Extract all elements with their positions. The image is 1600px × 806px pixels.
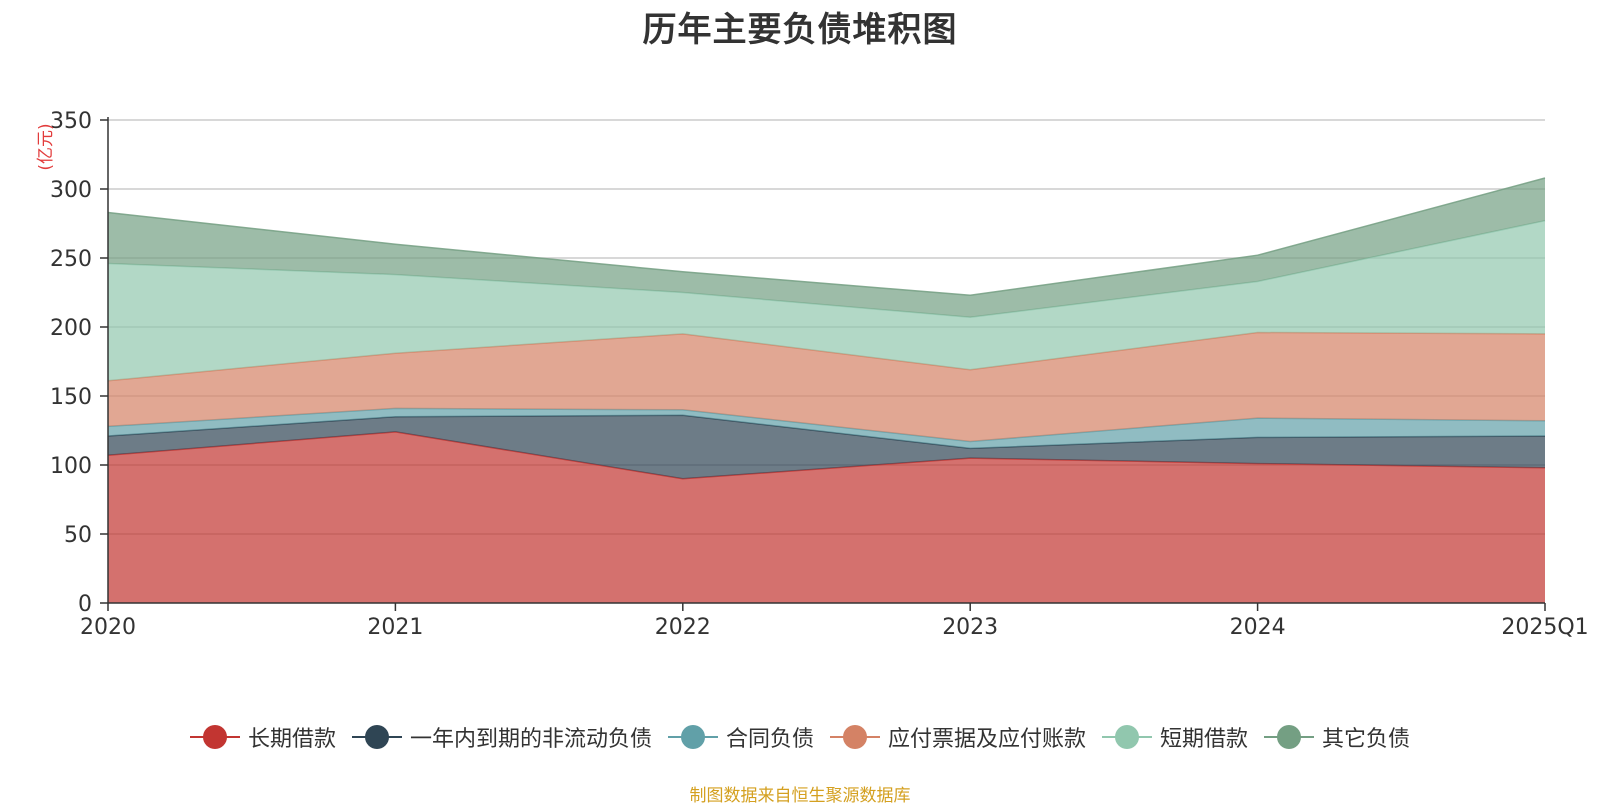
area-series-2 bbox=[108, 408, 1545, 449]
x-tick-label: 2022 bbox=[655, 615, 711, 640]
area-series-1 bbox=[108, 415, 1545, 479]
legend-item-5[interactable]: 其它负债 bbox=[1264, 721, 1410, 753]
y-tick-label: 0 bbox=[78, 592, 92, 617]
area-series-line-5 bbox=[107, 177, 1546, 297]
legend-label: 应付票据及应付账款 bbox=[888, 727, 1087, 752]
legend-item-4[interactable]: 短期借款 bbox=[1102, 721, 1248, 753]
y-axis-unit-label: (亿元) bbox=[36, 123, 56, 170]
y-tick-label: 150 bbox=[50, 385, 92, 410]
legend-swatch-icon bbox=[351, 724, 402, 750]
x-tick-label: 2020 bbox=[80, 615, 136, 640]
legend-swatch-icon bbox=[1264, 724, 1315, 750]
source-note: 制图数据来自恒生聚源数据库 bbox=[689, 786, 911, 806]
legend-dot bbox=[1277, 725, 1302, 749]
legend-item-2[interactable]: 合同负债 bbox=[667, 721, 814, 753]
y-tick-label: 50 bbox=[64, 523, 92, 548]
y-tick-label: 250 bbox=[50, 247, 92, 272]
y-tick-label: 200 bbox=[50, 316, 92, 341]
y-axis-ticks: 0 50 100 150 200 250 300 350 bbox=[50, 109, 108, 617]
x-tick-label: 2025Q1 bbox=[1501, 615, 1588, 640]
legend-label: 长期借款 bbox=[247, 727, 336, 752]
legend-dot bbox=[202, 725, 227, 749]
y-tick-label: 350 bbox=[50, 109, 92, 134]
axes bbox=[107, 117, 1545, 604]
legend-swatch-icon bbox=[667, 724, 718, 750]
legend-label: 短期借款 bbox=[1160, 727, 1249, 752]
area-series-3 bbox=[108, 332, 1545, 442]
y-tick-label: 100 bbox=[50, 454, 92, 479]
legend-dot bbox=[680, 725, 705, 749]
legend-dot bbox=[364, 725, 389, 749]
y-tick-label: 300 bbox=[50, 178, 92, 203]
x-tick-label: 2021 bbox=[367, 615, 423, 640]
legend: 长期借款 一年内到期的非流动负债 合同负债 应付票据及应付账款 短期借款 其它负债 bbox=[0, 719, 1600, 755]
legend-dot bbox=[843, 725, 867, 749]
area-series-4 bbox=[108, 220, 1545, 381]
legend-label: 其它负债 bbox=[1322, 727, 1411, 752]
chart-title: 历年主要负债堆积图 bbox=[642, 10, 958, 50]
legend-item-0[interactable]: 长期借款 bbox=[189, 721, 336, 753]
legend-item-3[interactable]: 应付票据及应付账款 bbox=[830, 721, 1086, 753]
stacked-areas bbox=[107, 177, 1546, 603]
legend-item-1[interactable]: 一年内到期的非流动负债 bbox=[351, 721, 652, 753]
area-series-0 bbox=[108, 431, 1545, 603]
area-series-5 bbox=[108, 178, 1545, 318]
legend-swatch-icon bbox=[1102, 724, 1153, 750]
legend-dot bbox=[1115, 725, 1140, 749]
legend-label: 合同负债 bbox=[725, 727, 814, 752]
x-tick-label: 2023 bbox=[942, 615, 998, 640]
x-tick-label: 2024 bbox=[1230, 615, 1286, 640]
legend-swatch-icon bbox=[189, 724, 240, 750]
legend-label: 一年内到期的非流动负债 bbox=[409, 727, 652, 752]
legend-swatch-icon bbox=[830, 724, 880, 750]
x-axis-ticks: 2020 2021 2022 2023 2024 2025Q1 bbox=[80, 603, 1589, 640]
